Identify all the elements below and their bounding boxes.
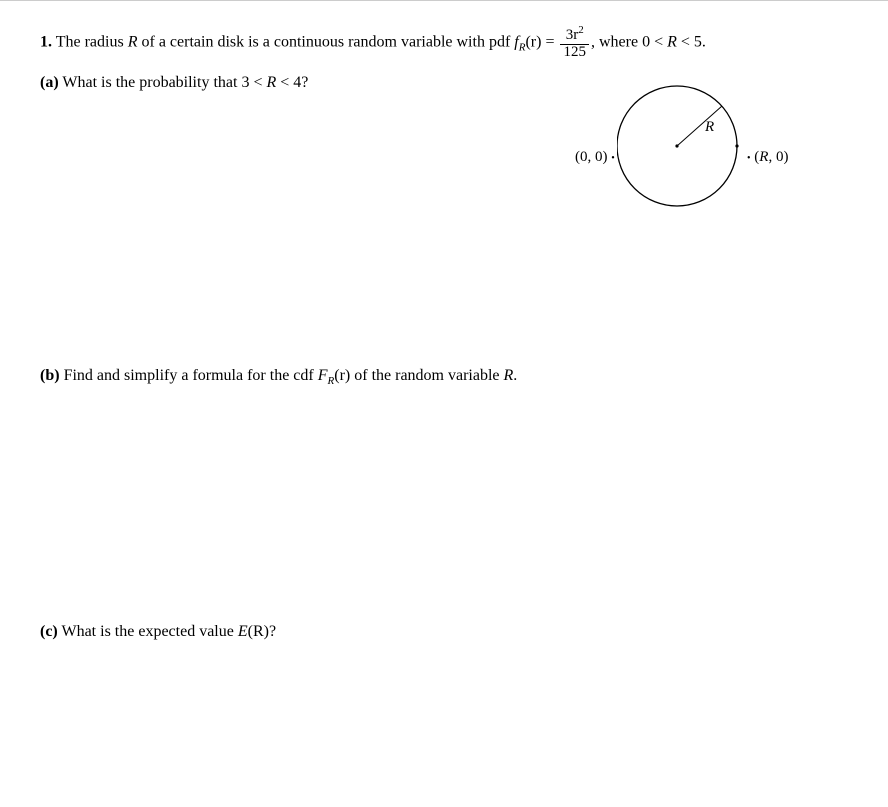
edge-label: • (R, 0) [747,149,788,166]
radius-label: R [705,119,714,136]
pdf-fraction: 3r2125 [560,25,589,61]
origin-label: (0, 0) • [575,149,615,166]
part-b: (b) Find and simplify a formula for the … [40,364,848,390]
part-c: (c) What is the expected value E(R)? [40,620,848,643]
disk-diagram: (0, 0) • • (R, 0) R [575,81,815,231]
problem-stem: 1. The radius R of a certain disk is a c… [40,25,848,61]
problem-number: 1. [40,33,52,50]
